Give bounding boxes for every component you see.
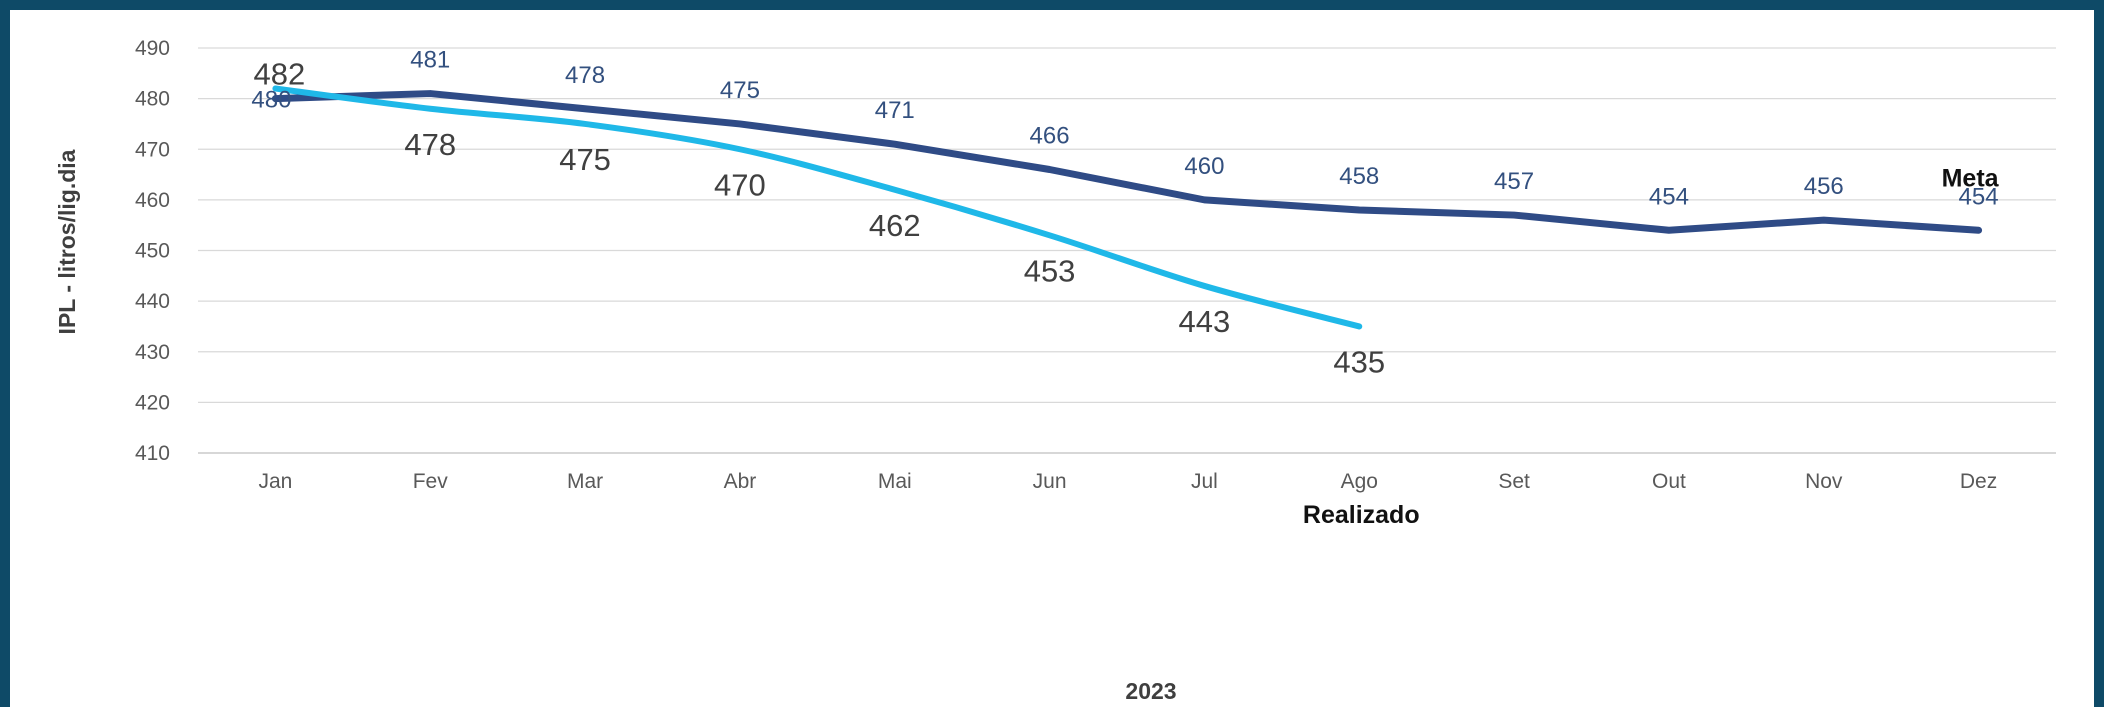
- data-label-realizado-abr: 470: [714, 167, 766, 202]
- y-tick-label-410: 410: [135, 442, 170, 465]
- y-tick-label-470: 470: [135, 138, 170, 161]
- x-tick-label-dez: Dez: [1960, 470, 1997, 493]
- series-lines: [271, 85, 1983, 330]
- y-tick-label-490: 490: [135, 37, 170, 60]
- series-line-realizado: [272, 85, 1363, 330]
- series-name-realizado: Realizado: [1303, 501, 1420, 529]
- data-label-meta-out: 454: [1649, 183, 1689, 210]
- x-tick-label-mai: Mai: [878, 470, 912, 493]
- x-tick-label-nov: Nov: [1805, 470, 1843, 493]
- series-line-meta: [271, 90, 1983, 234]
- y-tick-label-480: 480: [135, 88, 170, 111]
- series-name-meta: Meta: [1942, 165, 2000, 193]
- x-axis-ticks: Jan Fev Mar Abr Mai Jun Jul Ago Set Out Nov Dez: [258, 470, 1997, 493]
- data-label-meta-ago: 458: [1339, 163, 1379, 190]
- data-label-meta-mai: 471: [875, 97, 915, 124]
- data-labels: 480 481 478 475 471 466 460 458 457 454 456 454 482 4…: [251, 47, 1999, 529]
- data-label-realizado-ago: 435: [1333, 344, 1385, 379]
- y-tick-label-430: 430: [135, 341, 170, 364]
- x-tick-label-jun: Jun: [1033, 470, 1067, 493]
- x-tick-label-set: Set: [1498, 470, 1530, 493]
- data-label-realizado-jan: 482: [254, 57, 306, 92]
- x-tick-label-fev: Fev: [413, 470, 449, 493]
- x-tick-label-jan: Jan: [258, 470, 292, 493]
- line-chart: 410 420 430 440 450 460 470 480 490 Jan Fev Mar Abr…: [54, 37, 2056, 704]
- data-label-meta-fev: 481: [410, 47, 450, 74]
- y-tick-label-460: 460: [135, 189, 170, 212]
- data-label-meta-nov: 456: [1804, 173, 1844, 200]
- data-label-realizado-mai: 462: [869, 208, 921, 243]
- data-label-meta-mar: 478: [565, 62, 605, 89]
- data-label-meta-abr: 475: [720, 77, 760, 104]
- y-tick-label-420: 420: [135, 391, 170, 414]
- y-axis-title: IPL - litros/lig.dia: [54, 149, 80, 334]
- data-label-meta-jun: 466: [1030, 123, 1070, 150]
- data-label-realizado-jul: 443: [1179, 304, 1231, 339]
- data-label-meta-dez: 454: [1959, 183, 1999, 210]
- data-label-meta-set: 457: [1494, 168, 1534, 195]
- data-label-meta-jan: 480: [251, 87, 291, 114]
- y-axis-ticks: 410 420 430 440 450 460 470 480 490: [135, 37, 170, 465]
- y-tick-label-440: 440: [135, 290, 170, 313]
- x-axis-title: 2023: [1125, 678, 1176, 704]
- x-tick-label-abr: Abr: [724, 470, 757, 493]
- x-tick-label-mar: Mar: [567, 470, 603, 493]
- data-label-realizado-fev: 478: [404, 127, 456, 162]
- data-label-meta-jul: 460: [1184, 153, 1224, 180]
- x-tick-label-jul: Jul: [1191, 470, 1218, 493]
- gridlines: [198, 47, 2056, 454]
- data-label-realizado-mar: 475: [559, 142, 611, 177]
- y-tick-label-450: 450: [135, 240, 170, 263]
- x-tick-label-ago: Ago: [1341, 470, 1378, 493]
- data-label-realizado-jun: 453: [1024, 253, 1076, 288]
- x-tick-label-out: Out: [1652, 470, 1686, 493]
